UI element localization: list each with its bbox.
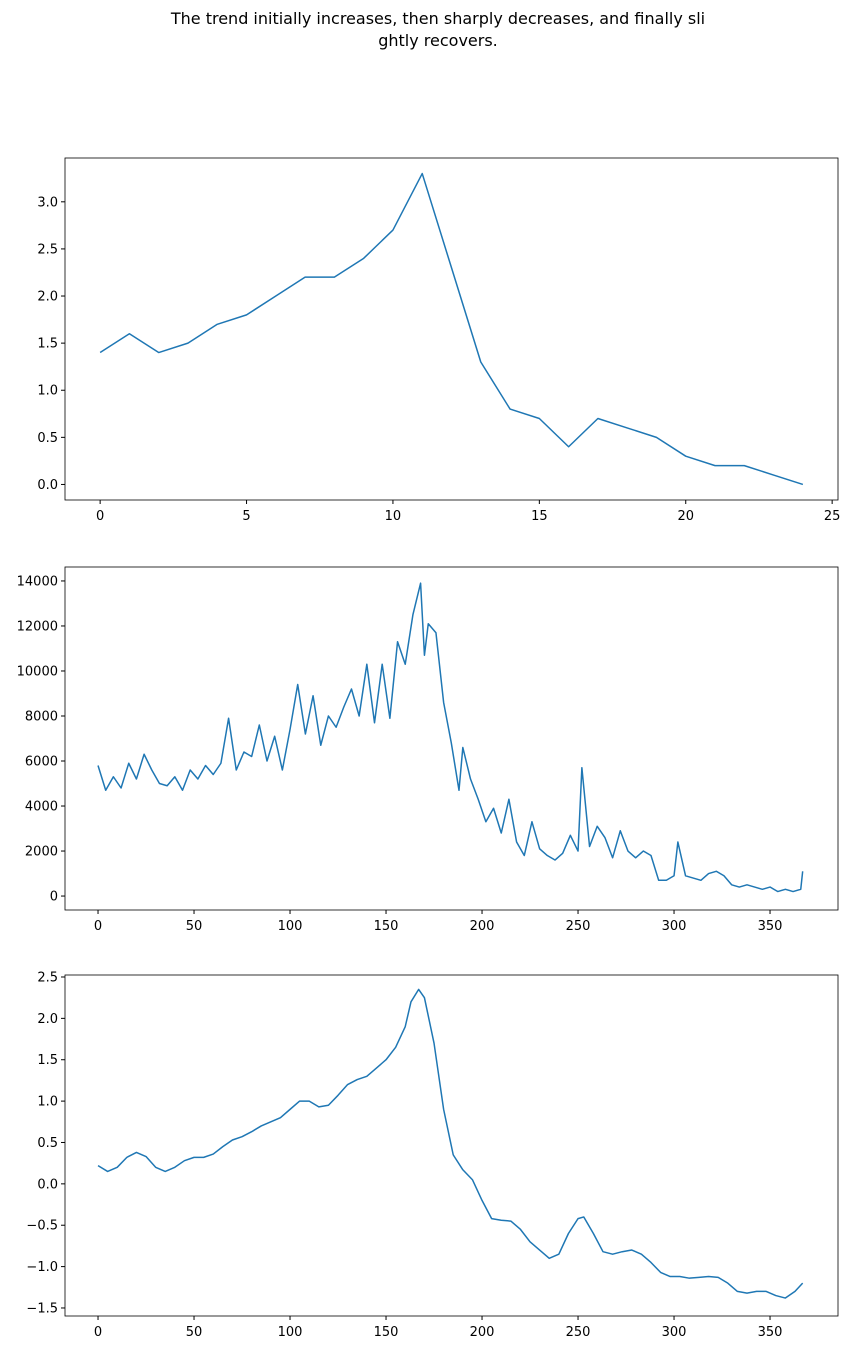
- x-tick-label: 20: [677, 509, 694, 524]
- y-tick-label: 0.0: [37, 1177, 58, 1192]
- x-tick-label: 350: [758, 919, 783, 934]
- y-tick-label: 14000: [17, 574, 58, 589]
- x-tick-label: 250: [566, 1325, 591, 1340]
- data-line: [97, 582, 804, 893]
- y-tick-label: 2.0: [37, 1012, 58, 1027]
- x-tick-label: 200: [470, 919, 495, 934]
- y-tick-label: 1.0: [37, 1095, 58, 1110]
- y-tick-label: 2.5: [37, 242, 58, 257]
- x-tick-label: 25: [824, 509, 841, 524]
- x-tick-label: 15: [531, 509, 548, 524]
- x-tick-label: 100: [278, 1325, 303, 1340]
- y-tick-label: 10000: [17, 664, 58, 679]
- y-tick-label: 1.0: [37, 384, 58, 399]
- x-tick-label: 300: [662, 1325, 687, 1340]
- y-tick-label: 2000: [25, 845, 58, 860]
- y-tick-label: 2.5: [37, 970, 58, 985]
- x-tick-label: 0: [96, 509, 104, 524]
- axes-frame: [64, 157, 839, 501]
- y-tick-label: 4000: [25, 800, 58, 815]
- axes-frame: [64, 974, 839, 1317]
- data-line: [99, 172, 804, 486]
- data-line: [97, 988, 804, 1299]
- y-tick-label: −1.0: [26, 1260, 58, 1275]
- x-tick-label: 0: [94, 919, 102, 934]
- y-tick-label: 8000: [25, 709, 58, 724]
- x-tick-label: 350: [758, 1325, 783, 1340]
- x-tick-label: 150: [374, 1325, 399, 1340]
- x-tick-label: 5: [242, 509, 250, 524]
- x-tick-label: 300: [662, 919, 687, 934]
- y-tick-label: 2.0: [37, 290, 58, 305]
- x-tick-label: 0: [94, 1325, 102, 1340]
- y-tick-label: 6000: [25, 755, 58, 770]
- x-tick-label: 10: [385, 509, 402, 524]
- y-tick-label: 1.5: [37, 1053, 58, 1068]
- y-tick-label: 3.0: [37, 195, 58, 210]
- figure-title: The trend initially increases, then shar…: [170, 9, 705, 50]
- y-tick-label: −1.5: [26, 1301, 58, 1316]
- x-tick-label: 200: [470, 1325, 495, 1340]
- axes-frame: [64, 566, 839, 911]
- x-tick-label: 100: [278, 919, 303, 934]
- x-tick-label: 50: [186, 1325, 203, 1340]
- y-tick-label: 0.5: [37, 1136, 58, 1151]
- y-tick-label: 0.5: [37, 431, 58, 446]
- y-tick-label: 12000: [17, 619, 58, 634]
- x-tick-label: 50: [186, 919, 203, 934]
- y-tick-label: 0.0: [37, 478, 58, 493]
- y-tick-label: 1.5: [37, 337, 58, 352]
- x-tick-label: 150: [374, 919, 399, 934]
- y-tick-label: 0: [50, 890, 58, 905]
- x-tick-label: 250: [566, 919, 591, 934]
- y-tick-label: −0.5: [26, 1219, 58, 1234]
